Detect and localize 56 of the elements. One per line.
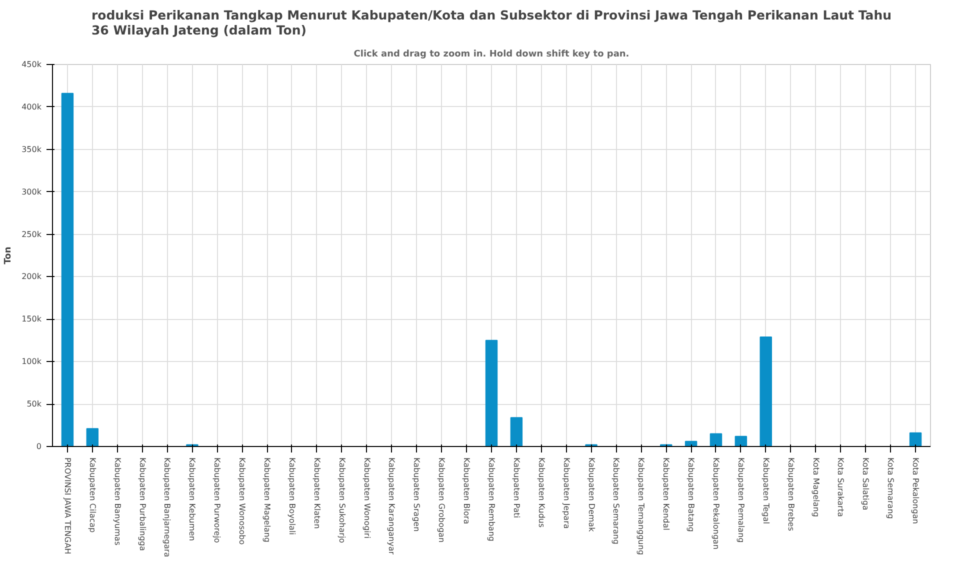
x-tick-label: Kota Salatiga <box>861 458 870 510</box>
bar <box>734 436 748 446</box>
x-tick-label: Kabupaten Wonogiri <box>362 458 372 538</box>
x-tick-label: Kabupaten Pekalongan <box>711 458 720 550</box>
x-tick-label: Kabupaten Karanganyar <box>387 458 396 556</box>
x-tick-label: Kabupaten Purbalingga <box>138 458 147 552</box>
x-tick-label: Kabupaten Jepara <box>562 458 571 529</box>
x-tick-label: Kabupaten Kudus <box>536 458 546 528</box>
x-tick-label: Kabupaten Pati <box>512 458 521 518</box>
bar <box>485 340 498 446</box>
chart-title: roduksi Perikanan Tangkap Menurut Kabupaten/Kota dan Subsektor di Provinsi Jawa Tengah Perikanan Laut Tahu 36 Wilayah Jateng (dalam Ton) <box>91 8 892 38</box>
y-tick-label: 200k <box>22 272 42 282</box>
x-tick-label: Kota Magelang <box>811 458 820 517</box>
x-tick-label: Kabupaten Temanggung <box>636 458 646 555</box>
x-tick-label: Kota Surakarta <box>836 458 846 517</box>
y-tick-label: 450k <box>22 60 42 69</box>
y-axis-title: Ton <box>4 246 14 264</box>
bar <box>61 92 74 446</box>
x-tick-label: Kabupaten Demak <box>586 458 596 532</box>
x-tick-label: Kabupaten Boyolali <box>287 458 296 535</box>
y-tick-label: 300k <box>22 187 42 196</box>
x-tick-label: Kota Semarang <box>886 458 896 519</box>
x-tick-label: Kabupaten Purworejo <box>212 458 222 544</box>
x-tick-label: Kabupaten Banjarnegara <box>162 458 172 558</box>
chart-subtitle: Click and drag to zoom in. Hold down shift key to pan. <box>354 50 630 60</box>
bar <box>710 433 722 446</box>
y-tick-label: 350k <box>22 144 42 154</box>
x-tick-label: Kabupaten Klaten <box>312 458 322 529</box>
bar <box>909 432 922 446</box>
y-tick-label: 100k <box>22 357 42 366</box>
y-tick-label: 400k <box>22 102 42 112</box>
x-tick-label: Kabupaten Pemalang <box>736 458 746 543</box>
x-tick-label: Kabupaten Semarang <box>612 458 621 544</box>
x-tick-label: Kabupaten Wonosobo <box>238 458 247 545</box>
y-tick-label: 0 <box>36 442 42 451</box>
y-tick-label: 150k <box>22 314 42 324</box>
x-tick-label: Kabupaten Magelang <box>262 458 272 542</box>
x-tick-label: Kota Pekalongan <box>911 458 920 524</box>
x-tick-label: Kabupaten Cilacap <box>88 458 97 533</box>
x-tick-label: Kabupaten Banyumas <box>112 458 122 546</box>
x-tick-label: Kabupaten Kebumen <box>188 458 197 542</box>
x-tick-label: Kabupaten Sukoharjo <box>337 458 346 544</box>
x-tick-label: Kabupaten Kendal <box>662 458 671 530</box>
x-tick-label: Kabupaten Sragen <box>412 458 422 532</box>
bar <box>510 417 523 446</box>
bar <box>760 336 772 446</box>
x-tick-label: Kabupaten Blora <box>462 458 472 524</box>
x-tick-label: PROVINSI JAWA TENGAH <box>62 458 72 554</box>
x-tick-label: Kabupaten Rembang <box>487 458 496 542</box>
x-tick-label: Kabupaten Tegal <box>761 458 770 524</box>
y-tick-label: 50k <box>26 400 42 409</box>
y-tick-label: 250k <box>22 230 42 239</box>
x-tick-label: Kabupaten Brebes <box>786 458 796 531</box>
x-tick-label: Kabupaten Batang <box>686 458 696 532</box>
bar <box>86 428 99 446</box>
x-tick-label: Kabupaten Grobogan <box>437 458 446 543</box>
